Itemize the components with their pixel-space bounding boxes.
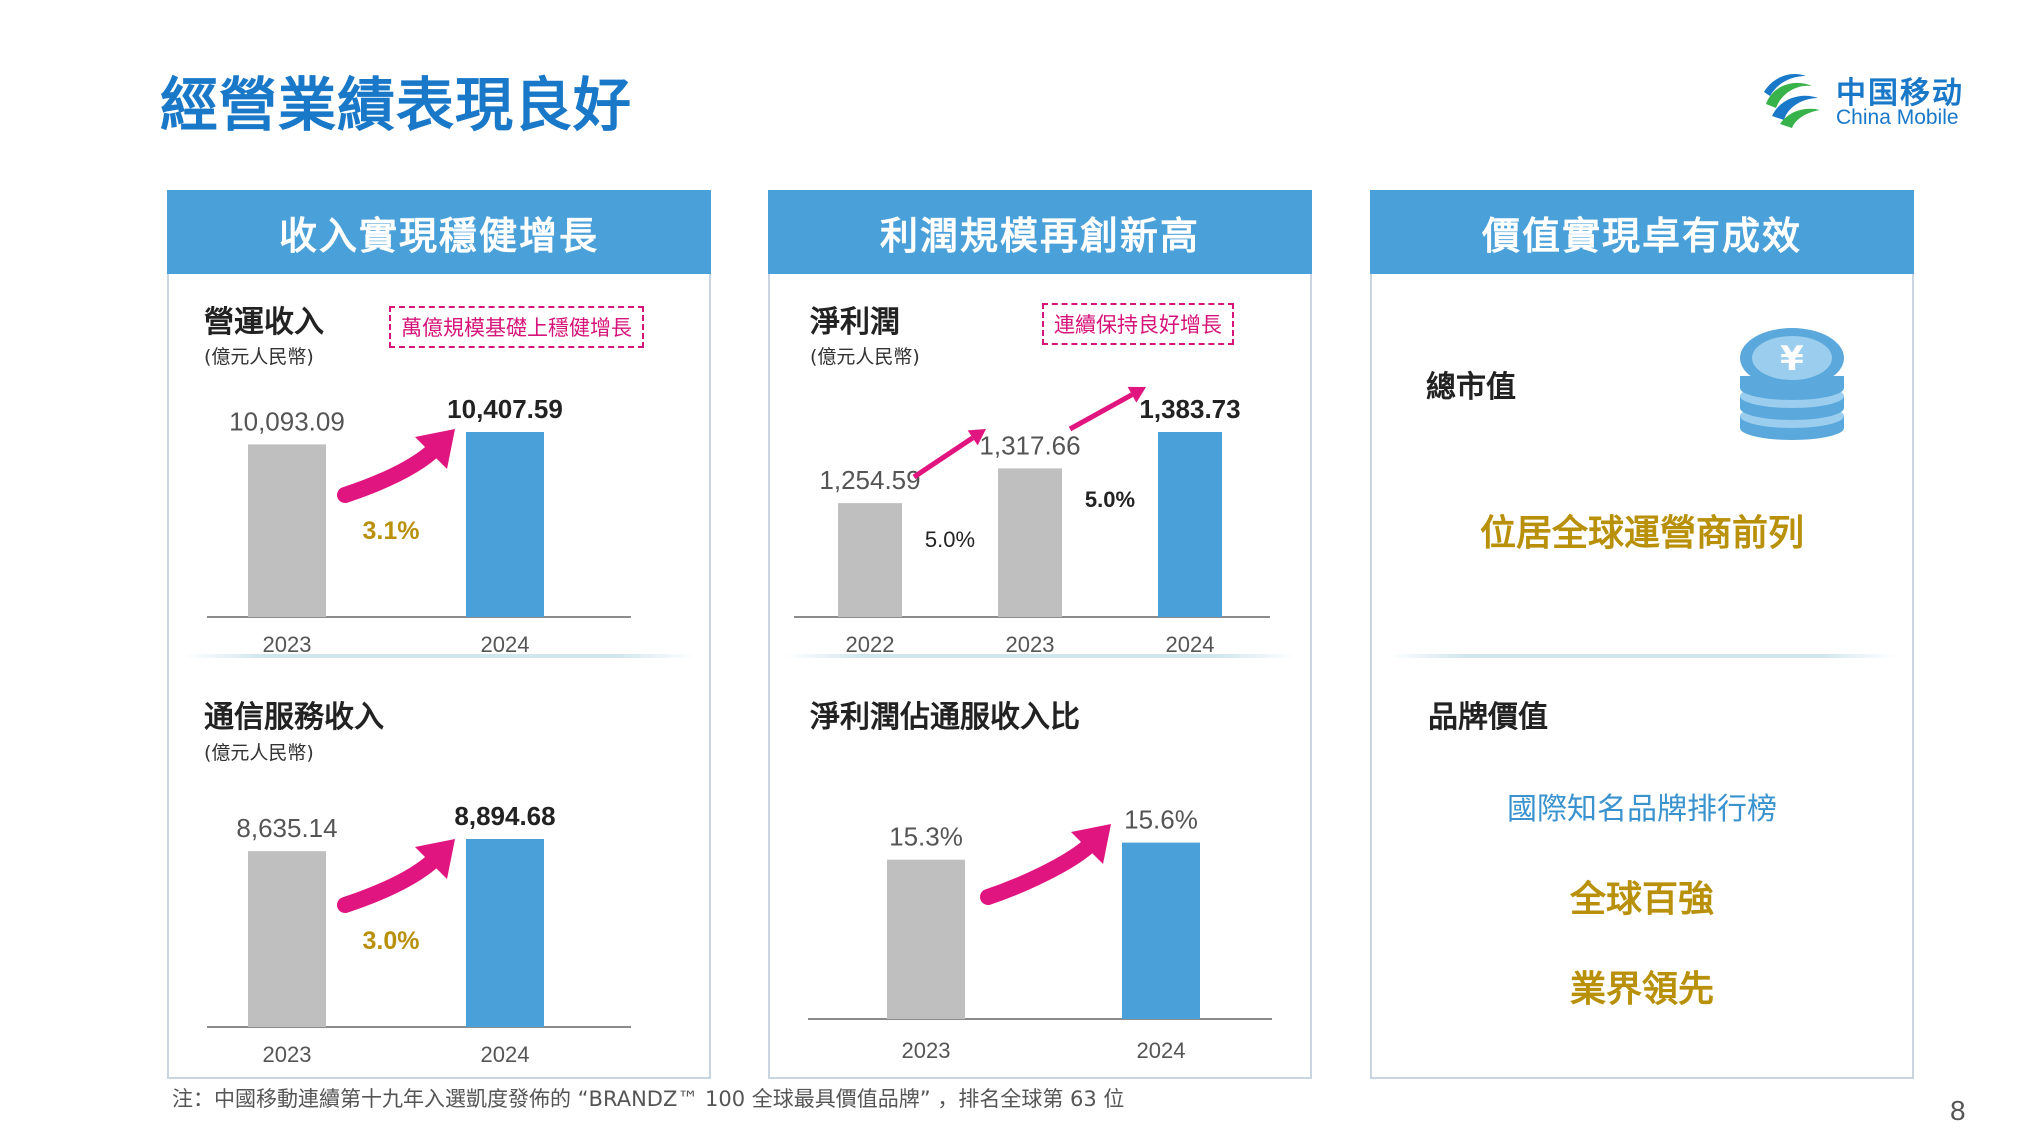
- page-number: 8: [1950, 1095, 1966, 1126]
- panel-divider: [1387, 654, 1897, 658]
- bar-2023: [248, 851, 326, 1027]
- bar-2023: [248, 444, 326, 617]
- value-panel-header: 價值實現卓有成效: [1370, 190, 1914, 274]
- value-label-2024: 1,383.73: [1139, 394, 1240, 424]
- china-mobile-logo-icon: [1764, 73, 1820, 128]
- value-label-2024: 10,407.59: [447, 394, 563, 424]
- tick-label-2023: 2023: [263, 632, 312, 657]
- logo-english-text: China Mobile: [1836, 106, 1959, 129]
- growth-arrow: [912, 429, 986, 480]
- growth-label: 5.0%: [1085, 487, 1135, 512]
- tick-label-2023: 2023: [902, 1038, 951, 1063]
- revenue-panel: 收入實現穩健增長 營運收入 (億元人民幣) 萬億規模基礎上穩健增長 10,093…: [167, 190, 711, 1079]
- net-profit-chart: 1,254.59 2022 1,317.66 2023 1,383.73 2024 5.0%…: [794, 386, 1270, 657]
- growth-label: 3.1%: [363, 517, 420, 545]
- tick-label-2022: 2022: [846, 632, 895, 657]
- tick-label-2024: 2024: [481, 632, 530, 657]
- bar-2023: [998, 468, 1062, 617]
- bar-2024: [466, 432, 544, 617]
- svg-text:¥: ¥: [1780, 339, 1804, 379]
- value-label-2023: 1,317.66: [979, 430, 1080, 460]
- page-title: 經營業績表現良好: [160, 71, 633, 139]
- profit-ratio-chart: 15.3% 2023 15.6% 2024: [808, 805, 1272, 1063]
- operating-revenue-title: 營運收入: [204, 305, 324, 340]
- bar-2022: [838, 503, 902, 617]
- value-label-2024: 8,894.68: [454, 801, 555, 831]
- bar-2024: [1122, 842, 1200, 1019]
- panel-divider: [785, 654, 1295, 658]
- value-label-2023: 10,093.09: [229, 406, 345, 436]
- tick-label-2024: 2024: [1137, 1038, 1186, 1063]
- operating-revenue-chart: 10,093.09 2023 10,407.59 2024 3.1%: [207, 394, 631, 657]
- net-profit-unit: (億元人民幣): [810, 346, 920, 368]
- growth-label: 3.0%: [363, 927, 420, 955]
- profit-panel-header: 利潤規模再創新高: [768, 190, 1312, 274]
- growth-label: 5.0%: [925, 527, 975, 552]
- china-mobile-logo: 中国移动 China Mobile: [1758, 62, 1978, 142]
- value-label-2022: 1,254.59: [819, 465, 920, 495]
- bar-2024: [466, 839, 544, 1027]
- brand-value-label: 品牌價值: [1428, 700, 1548, 735]
- growth-arrow: [1068, 386, 1146, 432]
- tick-label-2024: 2024: [1166, 632, 1215, 657]
- revenue-panel-header: 收入實現穩健增長: [167, 190, 711, 274]
- bar-2023: [887, 859, 965, 1019]
- brand-ranking-text: 國際知名品牌排行榜: [1507, 792, 1777, 827]
- growth-arrow: [337, 429, 455, 503]
- bar-2024: [1158, 432, 1222, 617]
- market-cap-label: 總市值: [1426, 370, 1516, 405]
- operating-revenue-unit: (億元人民幣): [204, 346, 314, 368]
- brand-leading-text: 業界領先: [1569, 969, 1714, 1010]
- panel-divider: [184, 654, 694, 658]
- profit-ratio-title: 淨利潤佔通服收入比: [810, 700, 1080, 735]
- brand-top100-text: 全球百強: [1569, 879, 1714, 920]
- telecom-revenue-chart: 8,635.14 2023 8,894.68 2024 3.0%: [207, 801, 631, 1067]
- market-cap-text: 位居全球運營商前列: [1479, 513, 1804, 554]
- profit-panel: 利潤規模再創新高 淨利潤 (億元人民幣) 連續保持良好增長 1,254.59 20…: [768, 190, 1312, 1079]
- growth-arrow: [980, 824, 1111, 905]
- tick-label-2024: 2024: [481, 1042, 530, 1067]
- logo-chinese-text: 中国移动: [1836, 76, 1964, 111]
- footnote: 注：中國移動連續第十九年入選凱度發佈的 “BRANDZ™ 100 全球最具價值品…: [172, 1087, 1125, 1111]
- value-label-2023: 15.3%: [889, 822, 963, 852]
- yen-coins-icon: ¥: [1740, 328, 1844, 440]
- telecom-revenue-unit: (億元人民幣): [204, 742, 314, 764]
- net-profit-callout: 連續保持良好增長: [1042, 303, 1234, 345]
- value-panel: 價值實現卓有成效 總市值 ¥ 位居全球運營商前列 品牌價值 國際知名品牌排行榜 …: [1370, 190, 1914, 1079]
- telecom-revenue-title: 通信服務收入: [204, 700, 384, 735]
- value-label-2024: 15.6%: [1124, 805, 1198, 835]
- growth-arrow: [337, 839, 455, 913]
- tick-label-2023: 2023: [263, 1042, 312, 1067]
- net-profit-title: 淨利潤: [810, 305, 900, 340]
- tick-label-2023: 2023: [1006, 632, 1055, 657]
- operating-revenue-callout: 萬億規模基礎上穩健增長: [389, 306, 644, 348]
- value-label-2023: 8,635.14: [236, 813, 337, 843]
